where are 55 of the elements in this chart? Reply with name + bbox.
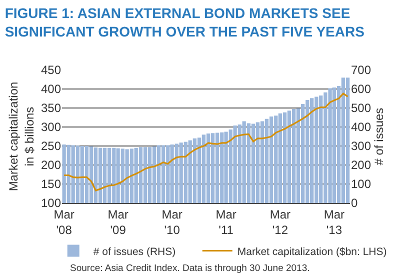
bar — [264, 118, 269, 203]
y2-tick-label: 500 — [351, 101, 372, 116]
bar — [202, 134, 206, 203]
y-tick-label: 200 — [40, 158, 62, 172]
bar — [251, 124, 256, 203]
bar — [346, 78, 350, 203]
bar — [94, 148, 98, 203]
bar — [282, 112, 287, 203]
bar — [300, 104, 305, 203]
y-tick-label: 300 — [40, 120, 62, 134]
bar — [156, 145, 161, 203]
bar — [89, 146, 94, 203]
bar — [84, 146, 89, 203]
y2-tick-label: 400 — [351, 120, 372, 134]
y2-tick-label: 300 — [351, 139, 372, 154]
bar — [102, 148, 107, 203]
x-tick-label: Mar '09 — [108, 207, 128, 237]
y2-axis-title: # of issues — [372, 108, 386, 166]
bar — [148, 147, 152, 203]
y2-tick-label: 700 — [351, 63, 372, 78]
bar — [287, 110, 292, 203]
y-tick-label: 250 — [40, 139, 62, 154]
bar — [210, 133, 215, 203]
bar — [256, 122, 260, 203]
bar — [215, 132, 220, 203]
y-tick-label: 400 — [40, 82, 62, 96]
x-tick-label: Mar '11 — [216, 207, 236, 237]
bar — [341, 78, 346, 203]
x-tick-label: Mar '10 — [162, 207, 182, 237]
legend-label: # of issues (RHS) — [93, 246, 176, 258]
bar — [206, 133, 210, 203]
bar — [152, 146, 156, 203]
y2-tick-label: 200 — [351, 158, 372, 172]
chart-title: FIGURE 1: ASIAN EXTERNAL BOND MARKETS SEE SIGNIFICANT GROWTH OVER THE PAST FIVE YEARS — [4, 5, 364, 40]
bar — [192, 138, 197, 203]
bar — [197, 138, 202, 203]
source-note: Source: Asia Credit Index. Data is through 30 June 2013. — [70, 263, 310, 274]
bar — [98, 148, 102, 203]
bar — [292, 108, 296, 203]
bar — [269, 116, 274, 203]
x-tick-label: Mar '12 — [270, 207, 291, 237]
bar — [138, 147, 143, 203]
y-tick-label: 350 — [40, 101, 62, 116]
line-series — [63, 92, 349, 192]
bar — [296, 108, 300, 203]
bar — [143, 147, 148, 203]
x-tick-label: Mar '13 — [324, 207, 345, 237]
y2-tick-label: 100 — [351, 177, 372, 192]
bar — [260, 121, 264, 203]
y-axis-title: Market capitalization in $ billions — [6, 82, 36, 192]
y2-tick-label: 600 — [351, 82, 372, 96]
y-tick-label: 450 — [40, 63, 62, 78]
y2-tick-label: 0 — [351, 196, 358, 210]
legend-label: Market capitalization ($bn: LHS) — [237, 246, 387, 258]
y-tick-label: 150 — [40, 177, 62, 192]
